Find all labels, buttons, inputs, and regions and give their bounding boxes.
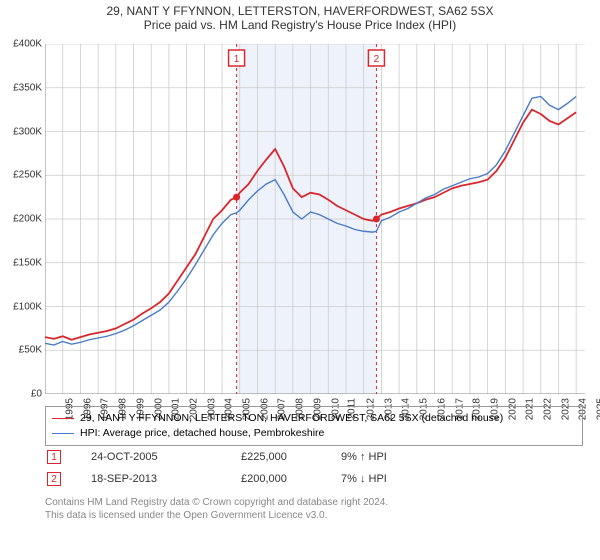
legend-label-hpi: HPI: Average price, detached house, Pemb… bbox=[80, 426, 324, 441]
marker-price-2: £200,000 bbox=[241, 473, 341, 485]
markers-table: 1 24-OCT-2005 £225,000 9% ↑ HPI 2 18-SEP… bbox=[45, 446, 583, 490]
marker-diff-2: 7% ↓ HPI bbox=[341, 473, 461, 485]
legend-item-hpi: HPI: Average price, detached house, Pemb… bbox=[52, 426, 576, 441]
legend-swatch-property bbox=[52, 418, 74, 420]
y-tick-label: £100K bbox=[13, 301, 42, 312]
legend-label-property: 29, NANT Y FFYNNON, LETTERSTON, HAVERFOR… bbox=[80, 411, 503, 426]
marker-badge-2: 2 bbox=[47, 472, 61, 486]
y-tick-label: £300K bbox=[13, 126, 42, 137]
chart-container: 29, NANT Y FFYNNON, LETTERSTON, HAVERFOR… bbox=[0, 0, 600, 560]
marker-row-1: 1 24-OCT-2005 £225,000 9% ↑ HPI bbox=[45, 446, 583, 468]
marker-date-1: 24-OCT-2005 bbox=[91, 451, 241, 463]
marker-diff-1: 9% ↑ HPI bbox=[341, 451, 461, 463]
y-tick-label: £0 bbox=[31, 389, 42, 400]
attribution: Contains HM Land Registry data © Crown c… bbox=[45, 496, 583, 522]
y-tick-label: £400K bbox=[13, 39, 42, 50]
marker-badge-1: 1 bbox=[47, 450, 61, 464]
y-tick-label: £250K bbox=[13, 170, 42, 181]
chart-titles: 29, NANT Y FFYNNON, LETTERSTON, HAVERFOR… bbox=[0, 0, 600, 32]
plot-area: 12 bbox=[45, 44, 585, 394]
y-tick-label: £200K bbox=[13, 214, 42, 225]
y-tick-label: £350K bbox=[13, 82, 42, 93]
x-tick-label: 2025 bbox=[595, 398, 600, 420]
chart-title: 29, NANT Y FFYNNON, LETTERSTON, HAVERFOR… bbox=[0, 4, 600, 18]
legend-swatch-hpi bbox=[52, 433, 74, 434]
svg-text:2: 2 bbox=[374, 54, 380, 65]
marker-date-2: 18-SEP-2013 bbox=[91, 473, 241, 485]
y-tick-label: £50K bbox=[19, 345, 42, 356]
attribution-line2: This data is licensed under the Open Gov… bbox=[45, 509, 583, 522]
chart-svg: 12 bbox=[45, 44, 585, 394]
y-tick-label: £150K bbox=[13, 257, 42, 268]
svg-text:1: 1 bbox=[234, 54, 240, 65]
legend: 29, NANT Y FFYNNON, LETTERSTON, HAVERFOR… bbox=[45, 406, 583, 446]
marker-row-2: 2 18-SEP-2013 £200,000 7% ↓ HPI bbox=[45, 468, 583, 490]
chart-subtitle: Price paid vs. HM Land Registry's House … bbox=[0, 18, 600, 32]
legend-item-property: 29, NANT Y FFYNNON, LETTERSTON, HAVERFOR… bbox=[52, 411, 576, 426]
marker-price-1: £225,000 bbox=[241, 451, 341, 463]
attribution-line1: Contains HM Land Registry data © Crown c… bbox=[45, 496, 583, 509]
